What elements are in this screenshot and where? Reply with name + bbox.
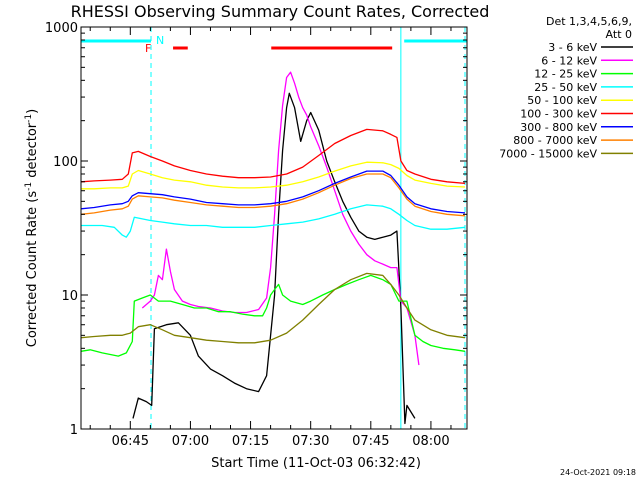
legend-label: 25 - 50 keV — [534, 81, 597, 94]
series-line-6 — [80, 128, 466, 185]
legend-label: 6 - 12 keV — [541, 54, 597, 67]
x-tick-label: 07:15 — [232, 434, 269, 449]
series-line-7 — [80, 170, 466, 214]
y-axis-label-sup: -1 — [24, 182, 34, 191]
timestamp: 24-Oct-2021 09:18 — [560, 468, 636, 477]
legend-label: 800 - 7000 keV — [513, 134, 597, 147]
legend-label: 300 - 800 keV — [520, 121, 597, 134]
x-tick-label: 07:45 — [352, 434, 389, 449]
y-tick-label: 10 — [61, 289, 78, 304]
y-axis-label-part: ) — [25, 109, 40, 114]
y-axis: 1 10 100 1000 — [45, 21, 467, 438]
chart-title: RHESSI Observing Summary Count Rates, Co… — [71, 2, 490, 21]
x-axis: 06:45 07:00 07:15 07:30 07:45 08:00 — [89, 27, 452, 449]
series-line-1 — [132, 92, 416, 425]
series-line-4 — [81, 204, 466, 238]
legend-label: 100 - 300 keV — [520, 108, 597, 121]
y-axis-label-part: Corrected Count Rate (s — [25, 191, 40, 348]
legend-header-line2: Att 0 — [606, 28, 632, 41]
series-line-3 — [80, 274, 466, 357]
x-tick-label: 06:45 — [112, 434, 149, 449]
y-tick-label: 1000 — [45, 21, 78, 36]
y-axis-label: Corrected Count Rate (s-1 detector-1) — [24, 109, 40, 347]
x-tick-label: 07:00 — [172, 434, 209, 449]
legend-label: 12 - 25 keV — [534, 68, 597, 81]
y-tick-label: 1 — [70, 423, 78, 438]
y-axis-label-part: detector — [25, 122, 40, 182]
series-layer — [80, 71, 466, 425]
x-axis-label: Start Time (11-Oct-03 06:32:42) — [211, 456, 421, 471]
legend-label: 7000 - 15000 keV — [499, 147, 597, 160]
series-line-9 — [80, 272, 466, 344]
series-line-8 — [80, 173, 466, 217]
legend-header-line1: Det 1,3,4,5,6,9, — [546, 15, 632, 28]
x-tick-label: 08:00 — [412, 434, 449, 449]
x-tick-label: 07:30 — [292, 434, 329, 449]
f-flag-label: F — [145, 42, 151, 55]
series-line-5 — [81, 161, 466, 190]
n-flag-label: N — [156, 34, 164, 47]
legend-label: 50 - 100 keV — [527, 94, 597, 107]
legend-label: 3 - 6 keV — [548, 41, 597, 54]
y-tick-label: 100 — [53, 155, 78, 170]
plot-frame — [80, 26, 468, 430]
y-axis-label-sup: -1 — [24, 114, 34, 123]
series-line-2 — [141, 71, 420, 366]
